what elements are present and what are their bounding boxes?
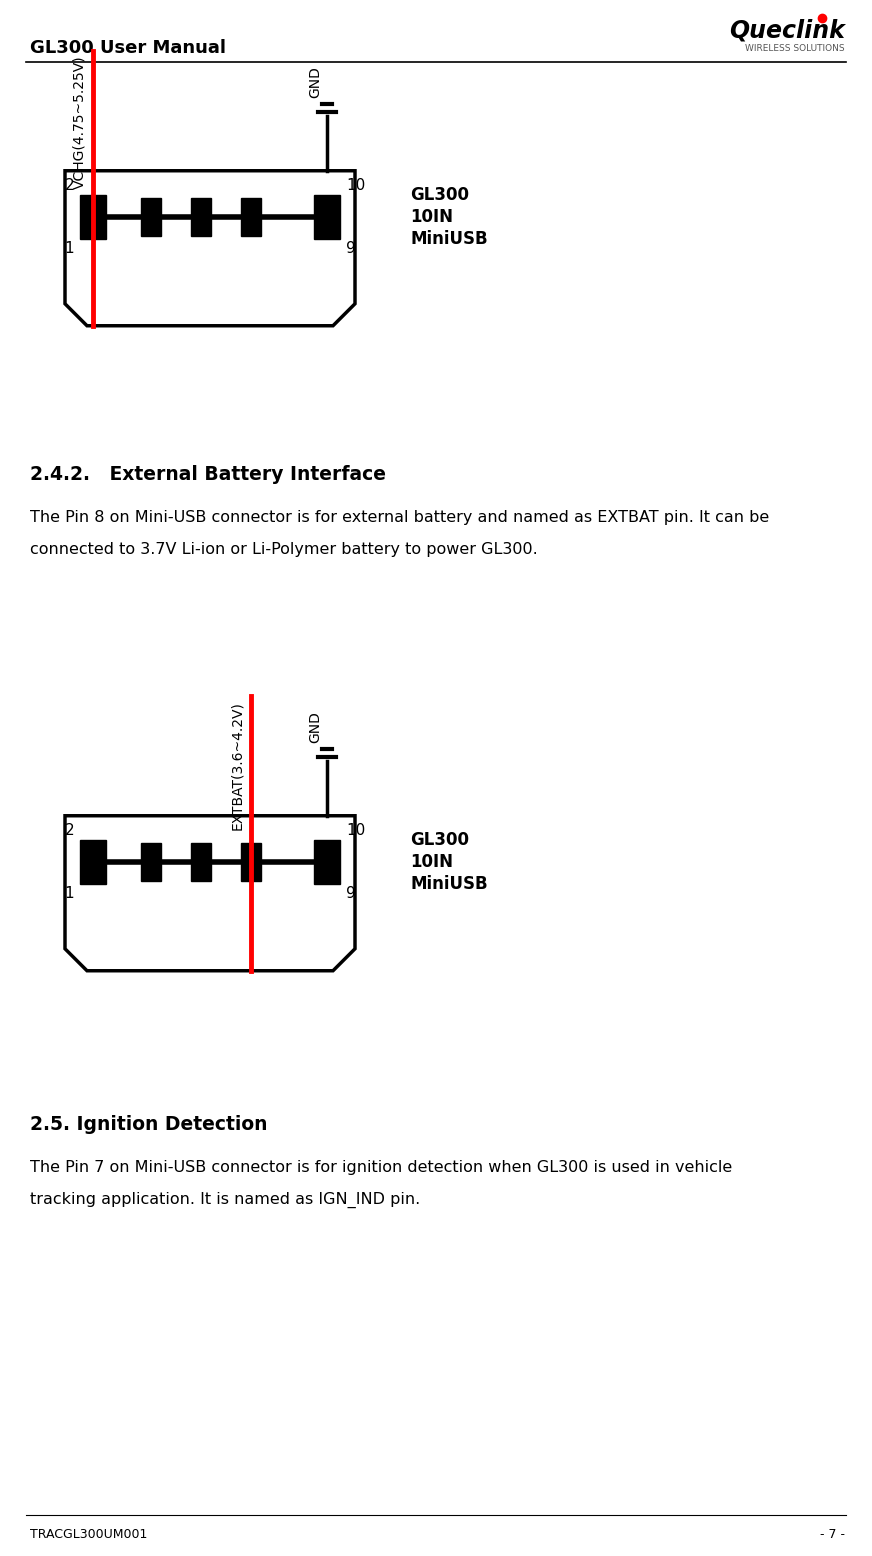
Bar: [141, 843, 161, 881]
Text: 2: 2: [65, 823, 74, 839]
Text: 9: 9: [346, 241, 356, 257]
Text: 1: 1: [65, 887, 74, 901]
Bar: [80, 840, 106, 884]
Bar: [191, 843, 211, 881]
Bar: [241, 843, 261, 881]
Text: GL300: GL300: [410, 187, 469, 204]
Text: EXTBAT(3.6~4.2V): EXTBAT(3.6~4.2V): [230, 700, 244, 829]
Text: 10IN: 10IN: [410, 853, 453, 871]
Text: tracking application. It is named as IGN_IND pin.: tracking application. It is named as IGN…: [30, 1192, 420, 1207]
Text: GND: GND: [308, 711, 322, 742]
Text: Queclink: Queclink: [729, 19, 845, 42]
Text: 2.5. Ignition Detection: 2.5. Ignition Detection: [30, 1116, 268, 1134]
Polygon shape: [65, 815, 355, 971]
Text: 10: 10: [346, 179, 365, 193]
Text: GND: GND: [308, 65, 322, 98]
Text: WIRELESS SOLUTIONS: WIRELESS SOLUTIONS: [746, 44, 845, 53]
Text: GL300 User Manual: GL300 User Manual: [30, 39, 226, 58]
Bar: [241, 198, 261, 237]
Text: GL300: GL300: [410, 831, 469, 850]
Text: VCHG(4.75~5.25V): VCHG(4.75~5.25V): [72, 56, 86, 190]
Text: 9: 9: [346, 887, 356, 901]
Text: The Pin 7 on Mini-USB connector is for ignition detection when GL300 is used in : The Pin 7 on Mini-USB connector is for i…: [30, 1161, 732, 1175]
Text: 1: 1: [65, 241, 74, 257]
Text: 2: 2: [65, 179, 74, 193]
Bar: [141, 198, 161, 237]
Bar: [314, 194, 340, 240]
Text: - 7 -: - 7 -: [820, 1528, 845, 1542]
Text: The Pin 8 on Mini-USB connector is for external battery and named as EXTBAT pin.: The Pin 8 on Mini-USB connector is for e…: [30, 510, 769, 524]
Text: 10: 10: [346, 823, 365, 839]
Text: MiniUSB: MiniUSB: [410, 876, 487, 893]
Bar: [80, 194, 106, 240]
Text: connected to 3.7V Li-ion or Li-Polymer battery to power GL300.: connected to 3.7V Li-ion or Li-Polymer b…: [30, 541, 538, 557]
Text: MiniUSB: MiniUSB: [410, 230, 487, 249]
Bar: [191, 198, 211, 237]
Bar: [314, 840, 340, 884]
Text: 2.4.2.   External Battery Interface: 2.4.2. External Battery Interface: [30, 465, 386, 484]
Text: TRACGL300UM001: TRACGL300UM001: [30, 1528, 147, 1542]
Polygon shape: [65, 171, 355, 325]
Text: 10IN: 10IN: [410, 209, 453, 226]
